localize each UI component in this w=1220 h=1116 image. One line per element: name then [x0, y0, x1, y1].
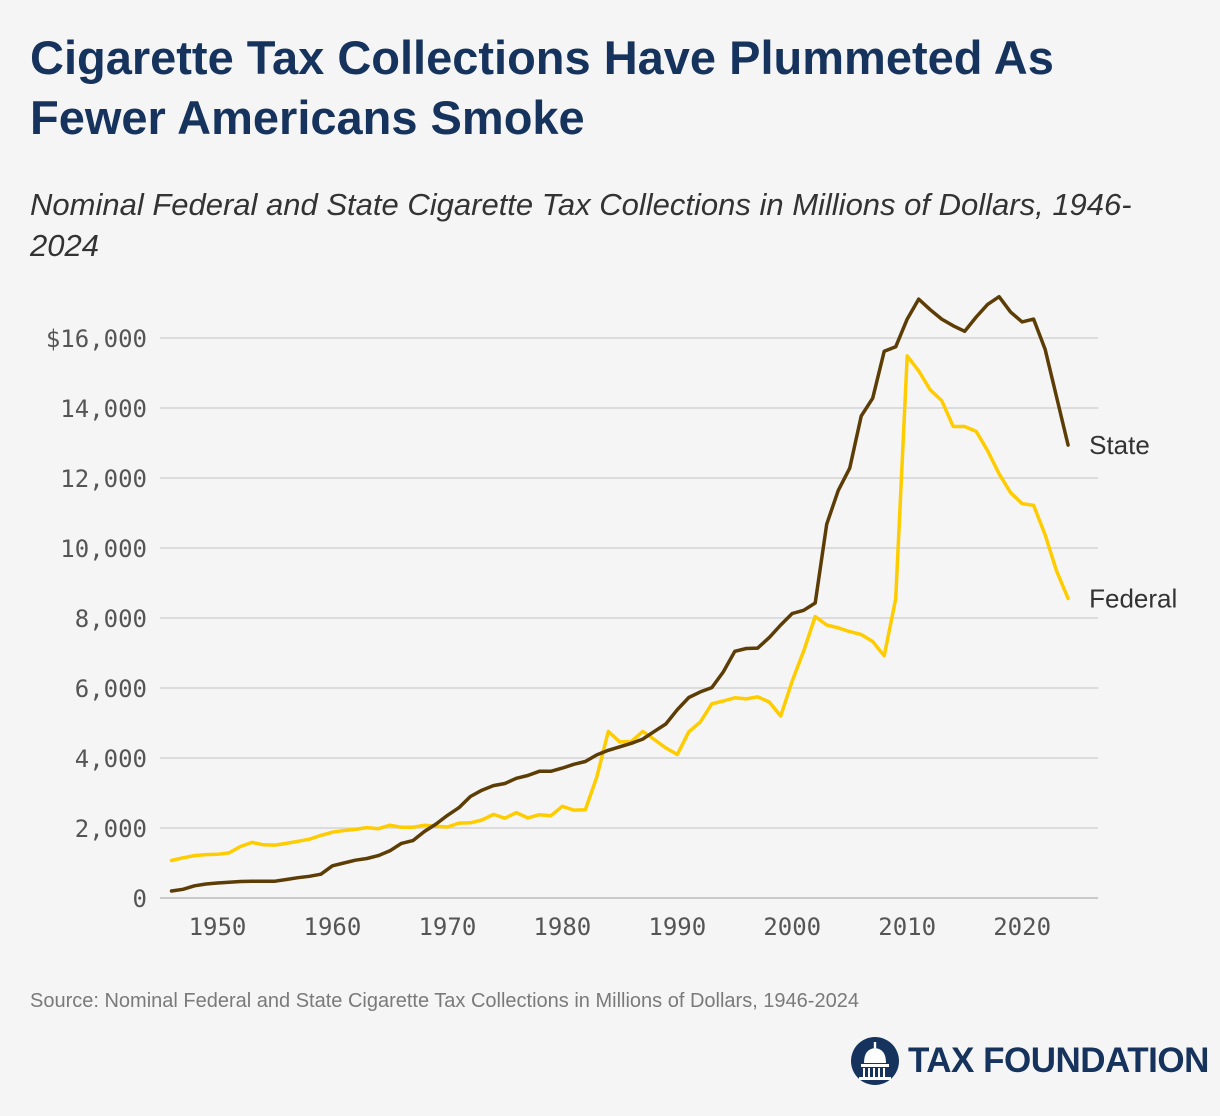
series-lines [169, 294, 1070, 893]
y-tick-label: 14,000 [60, 395, 147, 423]
x-axis-ticks: 1950 1960 1970 1980 1990 2000 2010 2020 [189, 913, 1051, 941]
x-tick-label: 2010 [878, 913, 936, 941]
logo-text: TAX FOUNDATION [908, 1041, 1209, 1080]
x-tick-label: 1990 [648, 913, 706, 941]
x-tick-label: 1970 [418, 913, 476, 941]
chart-subtitle: Nominal Federal and State Cigarette Tax … [30, 187, 1132, 263]
series-line-federal [169, 354, 1070, 863]
series-line-state [169, 294, 1070, 893]
y-tick-label: $16,000 [46, 325, 147, 353]
series-label-federal: Federal [1089, 583, 1177, 613]
y-tick-label: 12,000 [60, 465, 147, 493]
series-label-state: State [1089, 430, 1150, 460]
tax-foundation-logo[interactable]: TAX FOUNDATION [850, 1036, 1209, 1086]
y-axis-ticks: 0 2,000 4,000 6,000 8,000 10,000 12,000 14,000 $… [46, 325, 147, 913]
y-tick-label: 6,000 [75, 675, 147, 703]
gridlines [160, 337, 1098, 899]
y-tick-label: 10,000 [60, 535, 147, 563]
source-note: Source: Nominal Federal and State Cigare… [30, 990, 859, 1012]
x-tick-label: 2000 [763, 913, 821, 941]
y-tick-label: 0 [133, 885, 147, 913]
chart-title: Cigarette Tax Collections Have Plummeted… [30, 31, 1054, 144]
y-tick-label: 2,000 [75, 815, 147, 843]
line-chart: 0 2,000 4,000 6,000 8,000 10,000 12,000 14,000 $… [46, 294, 1177, 941]
capitol-dome-icon [851, 1037, 899, 1085]
x-tick-label: 1980 [533, 913, 591, 941]
series-labels: Federal State [1089, 430, 1177, 613]
x-tick-label: 1960 [304, 913, 362, 941]
y-tick-label: 8,000 [75, 605, 147, 633]
y-tick-label: 4,000 [75, 745, 147, 773]
x-tick-label: 1950 [189, 913, 247, 941]
x-tick-label: 2020 [993, 913, 1051, 941]
